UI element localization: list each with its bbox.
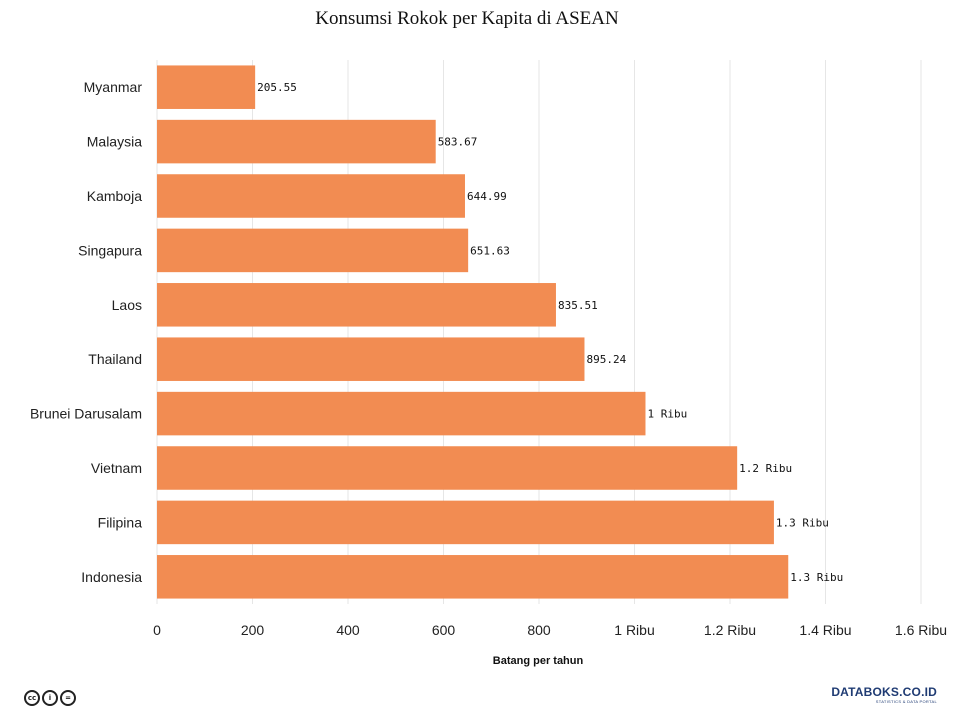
category-label: Myanmar <box>84 79 143 95</box>
x-tick-label: 600 <box>432 622 456 638</box>
x-tick-label: 0 <box>153 622 161 638</box>
category-label: Malaysia <box>87 134 142 150</box>
license-icons: cc i = <box>24 690 76 706</box>
category-label: Thailand <box>88 351 142 367</box>
data-label: 1.3 Ribu <box>776 516 829 529</box>
labels: 0 200 400 600 800 1 Ribu 1.2 Ribu 1.4 Ribu 1.6 R… <box>30 79 947 638</box>
data-label: 1.2 Ribu <box>739 462 792 475</box>
bar[interactable] <box>157 65 256 109</box>
category-label: Laos <box>112 297 142 313</box>
category-label: Kamboja <box>87 188 142 204</box>
bar[interactable] <box>157 555 789 599</box>
data-label: 1.3 Ribu <box>790 571 843 584</box>
bar[interactable] <box>157 283 556 327</box>
bars <box>157 65 789 599</box>
category-label: Singapura <box>78 242 142 258</box>
category-label: Indonesia <box>81 569 142 585</box>
category-label: Filipina <box>98 514 143 530</box>
bar[interactable] <box>157 337 585 381</box>
bar[interactable] <box>157 228 469 273</box>
x-axis-title: Batang per tahun <box>493 655 584 667</box>
x-tick-label: 1.6 Ribu <box>895 622 947 638</box>
data-label: 583.67 <box>438 136 478 149</box>
bar[interactable] <box>157 500 774 545</box>
x-tick-label: 400 <box>336 622 360 638</box>
chart-title: Konsumsi Rokok per Kapita di ASEAN <box>315 8 619 29</box>
brand-tagline: STATISTICS & DATA PORTAL <box>875 699 937 704</box>
x-tick-label: 800 <box>527 622 551 638</box>
bar[interactable] <box>157 174 465 218</box>
data-label: 1 Ribu <box>647 408 687 421</box>
category-label: Vietnam <box>91 460 142 476</box>
bar[interactable] <box>157 119 436 164</box>
x-tick-label: 1.2 Ribu <box>704 622 756 638</box>
bar[interactable] <box>157 446 738 490</box>
data-label: 644.99 <box>467 190 507 203</box>
x-tick-label: 1 Ribu <box>614 622 654 638</box>
data-label: 895.24 <box>586 353 626 366</box>
bar[interactable] <box>157 391 646 436</box>
brand-name: DATABOKS.CO.ID <box>831 685 937 699</box>
nd-icon: = <box>60 690 76 706</box>
x-tick-label: 1.4 Ribu <box>799 622 851 638</box>
data-label: 835.51 <box>558 299 598 312</box>
databoks-logo: DATABOKS.CO.ID STATISTICS & DATA PORTAL <box>831 685 937 704</box>
x-tick-label: 200 <box>241 622 265 638</box>
category-label: Brunei Darusalam <box>30 406 142 422</box>
data-label: 651.63 <box>470 244 510 257</box>
data-label: 205.55 <box>257 81 297 94</box>
cc-icon: cc <box>24 690 40 706</box>
by-icon: i <box>42 690 58 706</box>
